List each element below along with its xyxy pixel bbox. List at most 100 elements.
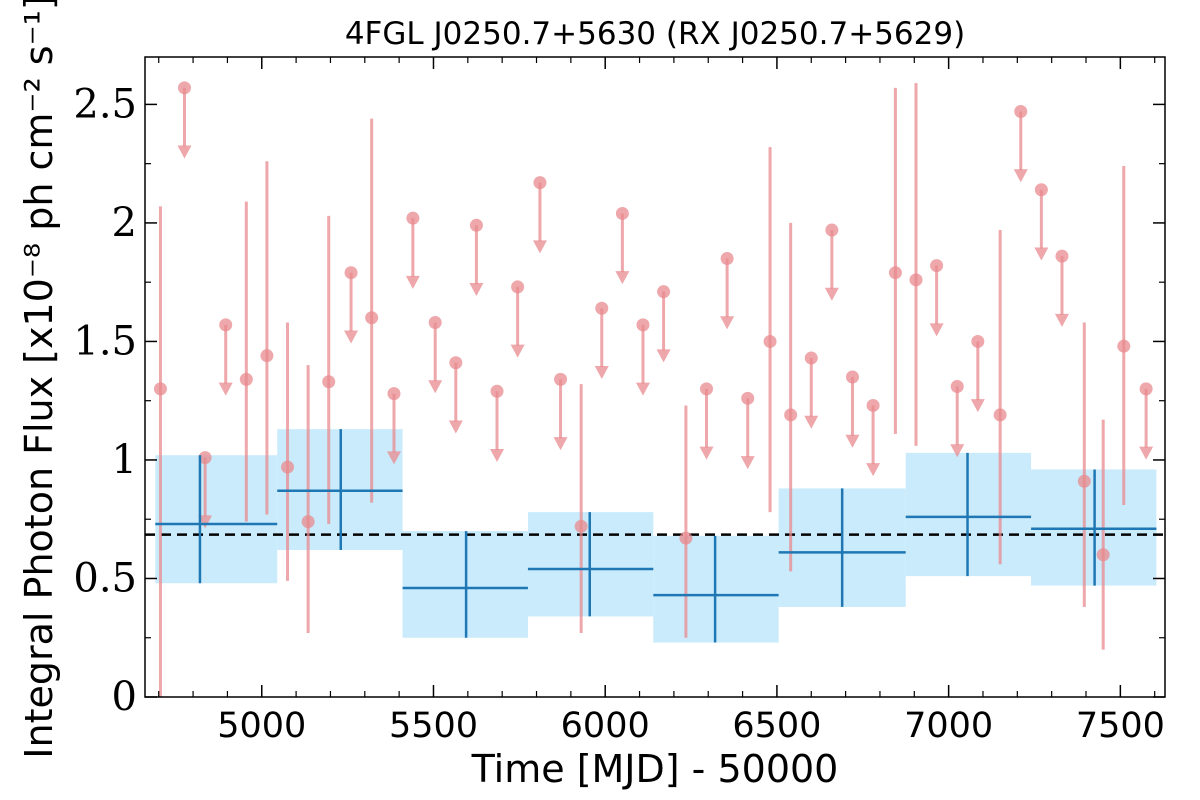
- upper-limit-arrowhead-26: [970, 399, 985, 413]
- upper-limit-arrowhead-3: [344, 330, 359, 344]
- upper-limit-point-29: [1055, 249, 1069, 263]
- short-bin-point-11: [888, 266, 902, 280]
- upper-limit-arrowhead-29: [1054, 313, 1069, 327]
- short-bin-point-9: [763, 334, 777, 348]
- upper-limit-arrowhead-23: [866, 463, 881, 477]
- upper-limit-point-24: [930, 259, 944, 273]
- upper-limit-arrowhead-17: [699, 446, 714, 460]
- short-bin-point-13: [993, 408, 1007, 422]
- upper-limit-point-0: [177, 81, 191, 95]
- upper-limit-point-22: [845, 370, 859, 384]
- upper-limits: [177, 81, 1154, 529]
- x-tick-label-3: 6500: [732, 706, 821, 746]
- x-tick-label-2: 6000: [561, 706, 650, 746]
- long-bin-crosses: [155, 429, 1157, 643]
- upper-limit-arrowhead-30: [1139, 446, 1154, 460]
- chart-title: 4FGL J0250.7+5630 (RX J0250.7+5629): [345, 16, 965, 52]
- short-bin-point-2: [239, 372, 253, 386]
- upper-limit-arrowhead-1: [198, 515, 213, 529]
- upper-limit-arrowhead-11: [532, 240, 547, 254]
- short-bin-points: [153, 266, 1131, 562]
- upper-limit-arrowhead-0: [177, 145, 192, 159]
- upper-limit-arrowhead-18: [720, 316, 735, 330]
- short-bin-point-10: [784, 408, 798, 422]
- y-tick-label-2: 1: [112, 437, 137, 483]
- axis-ticks: [145, 57, 1165, 698]
- x-tick-label-0: 5000: [217, 706, 306, 746]
- upper-limit-point-20: [804, 351, 818, 365]
- upper-limit-point-9: [490, 384, 504, 398]
- upper-limit-arrowhead-6: [428, 380, 443, 394]
- upper-limit-point-28: [1034, 183, 1048, 197]
- upper-limit-point-1: [198, 451, 212, 465]
- upper-limit-point-14: [615, 206, 629, 220]
- x-tick-label-5: 7500: [1076, 706, 1165, 746]
- upper-limit-point-21: [825, 223, 839, 237]
- short-bin-point-6: [365, 311, 379, 325]
- y-tick-label-3: 1.5: [73, 318, 137, 364]
- upper-limit-point-10: [511, 280, 525, 294]
- short-bin-point-12: [909, 273, 923, 287]
- upper-limit-arrowhead-12: [553, 437, 568, 451]
- upper-limit-point-23: [866, 398, 880, 412]
- upper-limit-arrowhead-15: [635, 382, 650, 396]
- short-bin-point-3: [281, 460, 295, 474]
- short-bin-point-7: [574, 519, 588, 533]
- upper-limit-arrowhead-19: [740, 456, 755, 470]
- upper-limit-arrowhead-13: [594, 366, 609, 379]
- upper-limit-arrowhead-22: [845, 434, 860, 448]
- upper-limit-arrowhead-4: [386, 451, 401, 465]
- x-tick-labels: 5000 5500 6000 6500 7000 7500: [217, 706, 1165, 746]
- long-bin-box-0: [155, 455, 278, 584]
- upper-limit-point-13: [595, 301, 609, 315]
- upper-limit-point-8: [469, 218, 483, 232]
- upper-limit-arrowhead-21: [824, 287, 839, 301]
- y-tick-label-5: 2.5: [73, 81, 137, 127]
- y-tick-label-0: 0: [112, 674, 137, 720]
- short-bin-point-14: [1077, 474, 1091, 488]
- plot-frame: [144, 56, 1166, 698]
- upper-limit-arrowhead-28: [1034, 247, 1049, 261]
- x-tick-label-4: 7000: [904, 706, 993, 746]
- upper-limit-point-15: [636, 318, 650, 332]
- upper-limit-point-26: [971, 334, 985, 348]
- upper-limit-arrowhead-2: [218, 382, 233, 396]
- short-bin-point-0: [153, 382, 167, 396]
- x-tick-label-1: 5500: [389, 706, 478, 746]
- upper-limit-arrowhead-16: [656, 349, 671, 363]
- upper-limit-point-3: [344, 266, 358, 280]
- upper-limit-arrowhead-14: [615, 271, 630, 285]
- upper-limit-point-17: [700, 382, 714, 396]
- short-bin-point-8: [679, 531, 693, 545]
- y-tick-label-1: 0.5: [73, 555, 137, 601]
- short-bin-errorbars: [158, 83, 1126, 697]
- upper-limit-point-5: [406, 211, 420, 225]
- x-axis-label: Time [MJD] - 50000: [471, 747, 839, 791]
- short-bin-point-15: [1096, 548, 1110, 562]
- upper-limit-point-30: [1139, 382, 1153, 396]
- short-bin-point-16: [1117, 339, 1131, 353]
- upper-limit-arrowhead-20: [804, 415, 819, 429]
- upper-limit-point-11: [533, 176, 547, 190]
- upper-limit-point-27: [1014, 105, 1028, 119]
- upper-limit-point-12: [554, 372, 568, 386]
- short-bin-point-4: [301, 515, 315, 529]
- upper-limit-point-7: [449, 356, 463, 370]
- upper-limit-arrowhead-25: [950, 444, 965, 458]
- upper-limit-point-6: [428, 315, 442, 329]
- upper-limit-arrowhead-8: [469, 283, 484, 297]
- short-bin-point-1: [260, 349, 274, 363]
- y-tick-label-4: 2: [112, 200, 137, 246]
- upper-limit-arrowhead-27: [1013, 169, 1028, 183]
- y-axis-label: Integral Photon Flux [x10⁻⁸ ph cm⁻² s⁻¹]: [17, 0, 61, 759]
- upper-limit-point-2: [219, 318, 233, 332]
- upper-limit-point-4: [387, 387, 401, 401]
- upper-limit-arrowhead-5: [405, 275, 420, 289]
- upper-limit-point-25: [950, 379, 964, 393]
- upper-limit-arrowhead-24: [929, 323, 944, 337]
- short-bin-point-5: [322, 375, 336, 389]
- y-tick-labels: 0 0.5 1 1.5 2 2.5: [73, 81, 137, 720]
- upper-limit-point-18: [720, 251, 734, 265]
- upper-limit-arrowhead-9: [490, 448, 505, 462]
